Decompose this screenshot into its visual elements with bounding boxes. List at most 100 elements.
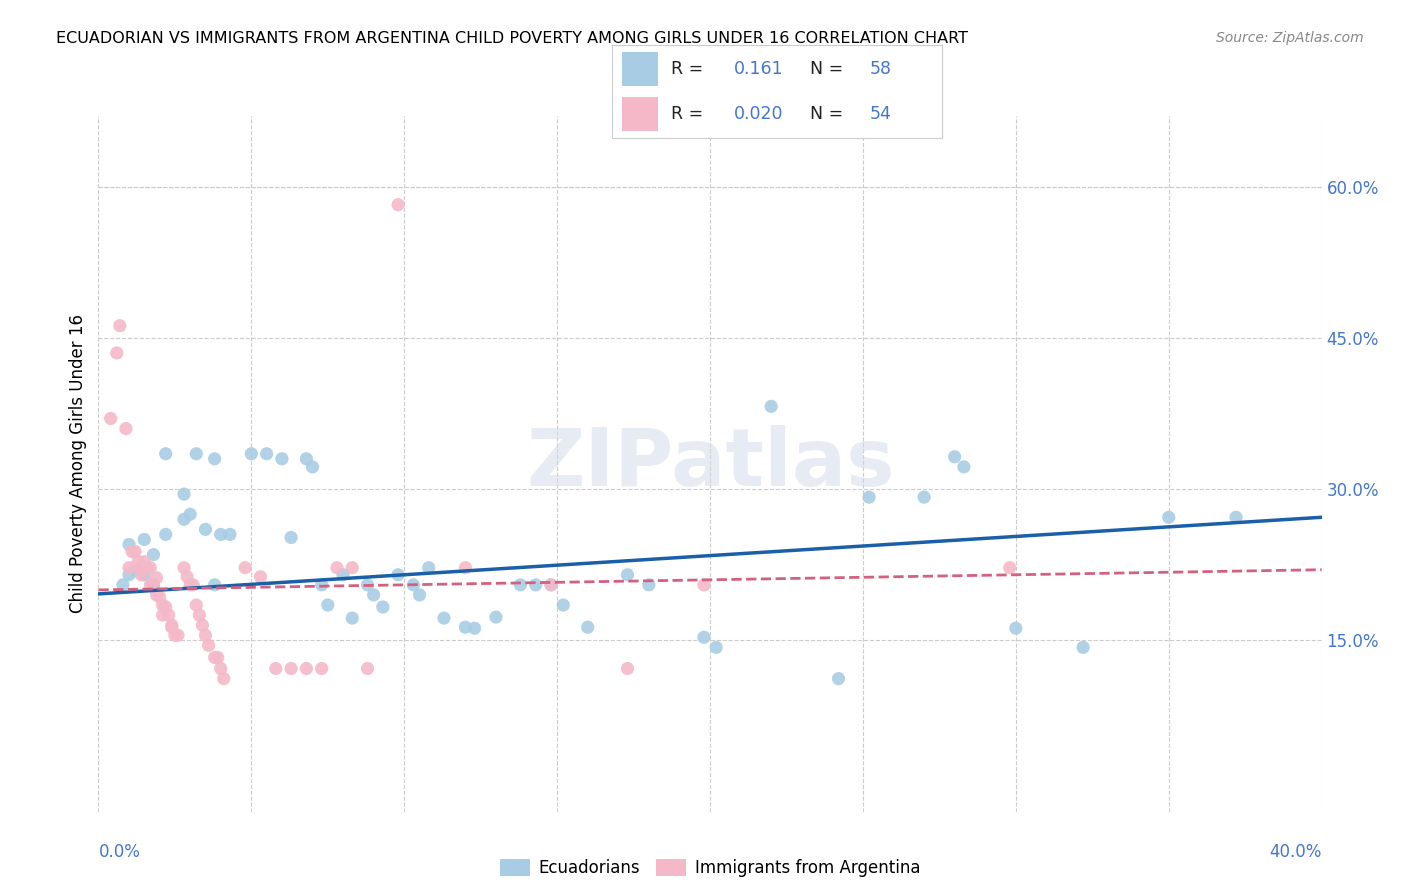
Text: R =: R = [671,105,709,123]
Point [1004,621,1026,635]
Point [209,661,232,675]
Point [105,346,128,360]
Point [186,447,208,461]
Point [142,578,165,592]
Point [173,487,195,501]
Point [194,628,217,642]
Point [540,578,562,592]
Point [157,608,180,623]
Point [256,447,278,461]
Point [233,560,256,574]
Point [173,512,195,526]
Point [100,411,122,425]
Text: ZIPatlas: ZIPatlas [526,425,894,503]
Text: R =: R = [671,60,709,78]
Point [111,578,134,592]
Point [124,563,146,577]
Point [264,661,287,675]
Point [301,459,323,474]
Point [152,598,174,612]
Point [204,650,226,665]
Text: 0.020: 0.020 [734,105,783,123]
Point [326,560,349,574]
Point [167,628,190,642]
Point [387,567,409,582]
Point [454,620,477,634]
Point [280,661,302,675]
Point [1071,640,1094,655]
Text: ECUADORIAN VS IMMIGRANTS FROM ARGENTINA CHILD POVERTY AMONG GIRLS UNDER 16 CORRE: ECUADORIAN VS IMMIGRANTS FROM ARGENTINA … [56,31,969,46]
Point [295,451,318,466]
Point [540,578,562,592]
Point [693,578,716,592]
Point [134,567,156,582]
Point [139,560,162,574]
Point [616,661,638,675]
Point [418,560,440,574]
Text: N =: N = [810,60,849,78]
Point [943,450,966,464]
Point [163,628,186,642]
Y-axis label: Child Poverty Among Girls Under 16: Child Poverty Among Girls Under 16 [69,314,87,614]
Point [186,598,208,612]
Point [136,560,159,574]
Point [173,560,195,574]
Point [576,620,599,634]
Point [155,527,177,541]
Point [704,640,727,655]
Bar [621,97,658,131]
Point [124,544,146,558]
Point [311,578,333,592]
Point [402,578,425,592]
Point [149,590,172,604]
Point [160,620,183,634]
Point [118,537,141,551]
Point [204,451,226,466]
Point [454,560,477,574]
Point [134,533,156,547]
Text: 58: 58 [869,60,891,78]
Legend: Ecuadorians, Immigrants from Argentina: Ecuadorians, Immigrants from Argentina [494,852,927,883]
Text: 40.0%: 40.0% [1270,843,1322,861]
Point [356,661,378,675]
Text: 0.161: 0.161 [734,60,783,78]
Point [139,578,162,592]
Point [371,600,394,615]
Point [207,650,229,665]
Point [160,618,183,632]
Point [179,578,201,592]
Point [155,600,177,615]
Point [509,578,531,592]
Point [209,527,232,541]
Point [121,544,143,558]
Point [342,560,364,574]
Point [998,560,1021,574]
Point [134,555,156,569]
Point [858,490,880,504]
Point [464,621,486,635]
Point [145,588,167,602]
Point [219,527,242,541]
Point [1157,510,1180,524]
Point [127,555,149,569]
Point [524,578,547,592]
Point [280,531,302,545]
Point [637,578,661,592]
Point [1225,510,1247,524]
Point [118,560,141,574]
Point [240,447,263,461]
Point [118,567,141,582]
Point [152,608,174,623]
Point [693,630,716,644]
Point [332,567,354,582]
Point [356,578,378,592]
Point [759,400,782,414]
Bar [621,52,658,86]
Point [270,451,292,466]
Point [212,672,235,686]
Point [129,567,152,582]
Text: N =: N = [810,105,849,123]
Point [408,588,430,602]
Point [387,197,409,211]
Point [191,618,214,632]
